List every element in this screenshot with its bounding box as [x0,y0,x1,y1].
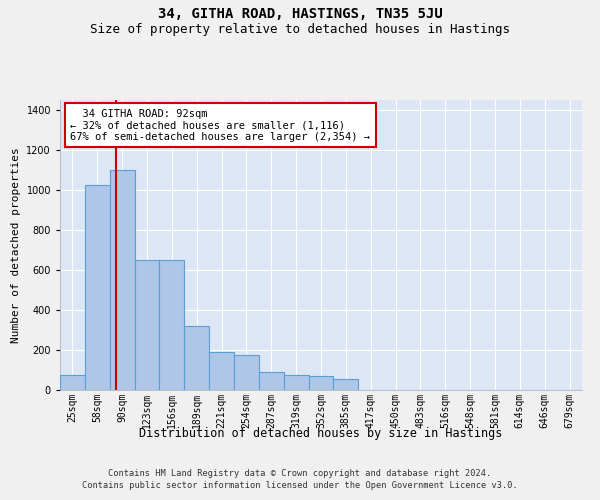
Text: Size of property relative to detached houses in Hastings: Size of property relative to detached ho… [90,22,510,36]
Text: Distribution of detached houses by size in Hastings: Distribution of detached houses by size … [139,428,503,440]
Bar [160,260,184,390]
Bar [284,375,308,390]
Bar [259,372,284,390]
Bar [209,352,234,390]
Bar [110,170,134,390]
Text: Contains public sector information licensed under the Open Government Licence v3: Contains public sector information licen… [82,481,518,490]
Text: 34, GITHA ROAD, HASTINGS, TN35 5JU: 34, GITHA ROAD, HASTINGS, TN35 5JU [158,8,442,22]
Bar [234,355,259,390]
Text: 34 GITHA ROAD: 92sqm
← 32% of detached houses are smaller (1,116)
67% of semi-de: 34 GITHA ROAD: 92sqm ← 32% of detached h… [70,108,370,142]
Y-axis label: Number of detached properties: Number of detached properties [11,147,21,343]
Bar [184,326,209,390]
Bar [85,185,110,390]
Bar [134,260,160,390]
Bar [308,376,334,390]
Bar [60,375,85,390]
Bar [334,379,358,390]
Text: Contains HM Land Registry data © Crown copyright and database right 2024.: Contains HM Land Registry data © Crown c… [109,469,491,478]
